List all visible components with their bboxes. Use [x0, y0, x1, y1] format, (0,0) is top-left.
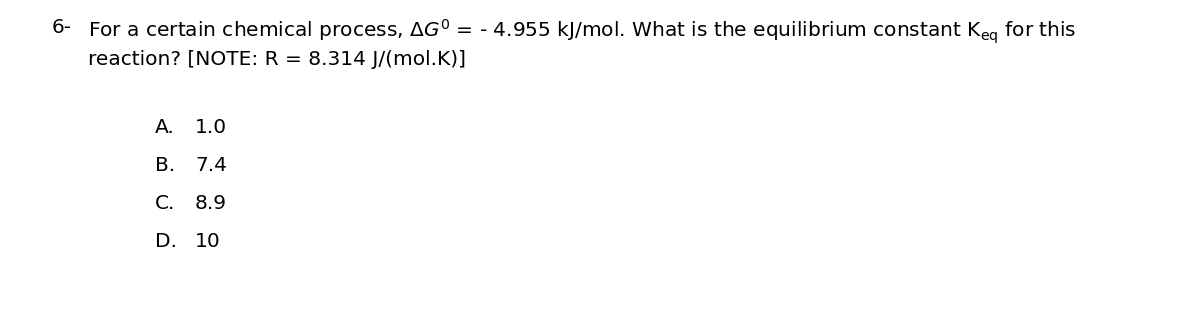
- Text: A.: A.: [155, 118, 175, 137]
- Text: For a certain chemical process, $\Delta G^{0}$ = - 4.955 kJ/mol. What is the equ: For a certain chemical process, $\Delta …: [88, 18, 1076, 46]
- Text: D.: D.: [155, 232, 178, 251]
- Text: 6-: 6-: [52, 18, 72, 37]
- Text: C.: C.: [155, 194, 175, 213]
- Text: reaction? [NOTE: R = 8.314 J/(mol.K)]: reaction? [NOTE: R = 8.314 J/(mol.K)]: [88, 50, 466, 69]
- Text: 7.4: 7.4: [194, 156, 227, 175]
- Text: 1.0: 1.0: [194, 118, 227, 137]
- Text: 10: 10: [194, 232, 221, 251]
- Text: B.: B.: [155, 156, 175, 175]
- Text: 8.9: 8.9: [194, 194, 227, 213]
